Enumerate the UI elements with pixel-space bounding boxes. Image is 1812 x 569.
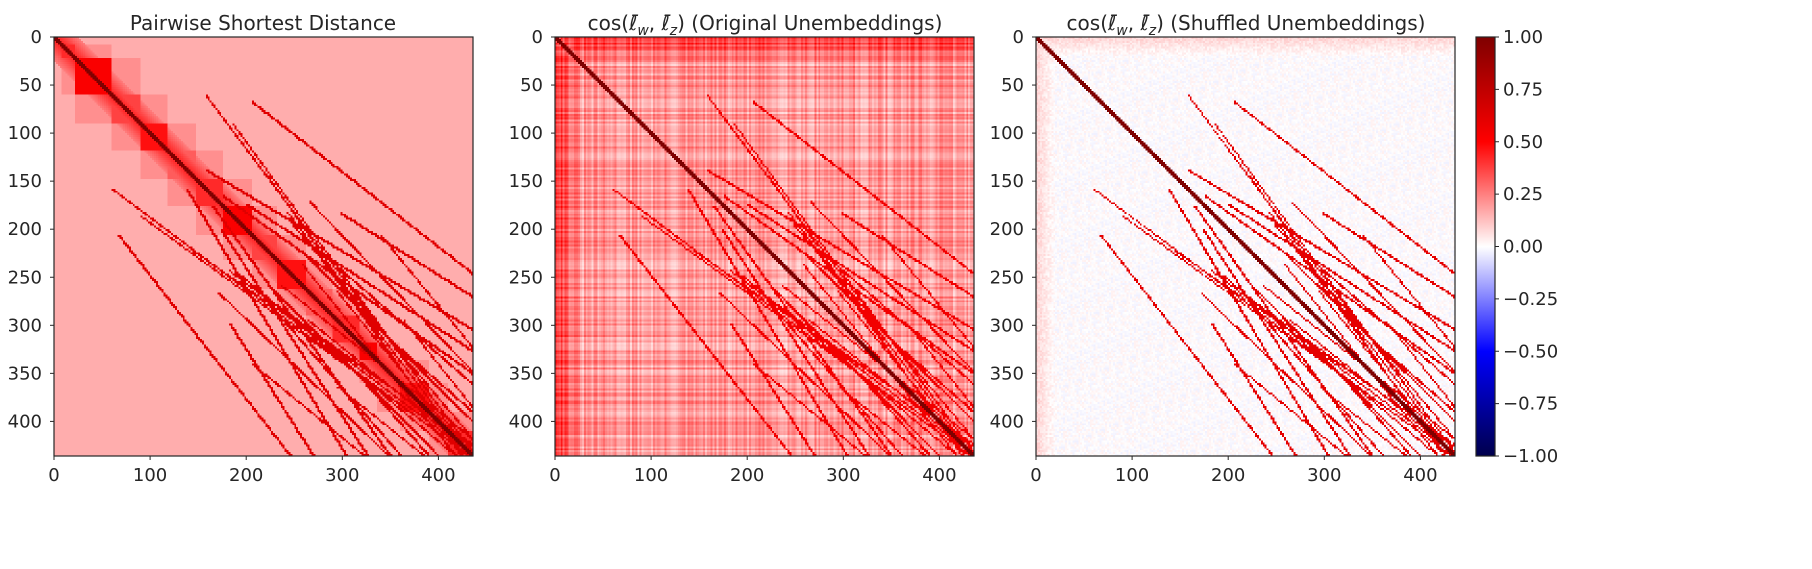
colorbar-tick-label: 0.25 <box>1503 184 1543 205</box>
y-tick-label: 50 <box>520 75 543 96</box>
y-tick-label: 200 <box>8 219 42 240</box>
x-tick-label: 300 <box>1307 465 1341 486</box>
x-tick-label: 0 <box>1030 465 1041 486</box>
axes-frame <box>554 36 975 457</box>
y-tick-label: 250 <box>509 267 543 288</box>
panel-2-title-z-sub: z <box>669 23 678 39</box>
y-tick-label: 100 <box>8 123 42 144</box>
panel-2-title-z: ℓ̄ <box>661 11 671 35</box>
y-tick-label: 300 <box>509 315 543 336</box>
y-tick-label: 150 <box>990 171 1024 192</box>
y-tick-label: 300 <box>8 315 42 336</box>
heatmap-cells <box>1036 37 1455 456</box>
y-tick-label: 50 <box>19 75 42 96</box>
y-tick-label: 50 <box>1001 75 1024 96</box>
x-tick-label: 0 <box>48 465 59 486</box>
y-tick-label: 350 <box>8 363 42 384</box>
y-tick-label: 100 <box>990 123 1024 144</box>
colorbar-gradient <box>1476 37 1495 456</box>
panel-2-title-sep: , <box>649 11 662 35</box>
y-tick-label: 0 <box>31 27 42 48</box>
x-tick-label: 200 <box>730 465 764 486</box>
y-tick-label: 250 <box>990 267 1024 288</box>
axes-frame <box>1035 36 1456 457</box>
x-tick-label: 200 <box>1211 465 1245 486</box>
x-tick-label: 200 <box>229 465 263 486</box>
panel-3-title: cos(ℓ̄w, ℓ̄z) (Shuffled Unembeddings) <box>1067 11 1426 39</box>
x-tick-label: 100 <box>133 465 167 486</box>
y-tick-label: 150 <box>8 171 42 192</box>
x-tick-label: 400 <box>1403 465 1437 486</box>
x-tick-label: 100 <box>634 465 668 486</box>
y-tick-label: 150 <box>509 171 543 192</box>
colorbar-tick-label: −0.75 <box>1503 394 1558 415</box>
colorbar-tick-label: 0.00 <box>1503 237 1543 258</box>
panel-3-title-w-sub: w <box>1116 23 1128 39</box>
panel-3-title-prefix: cos( <box>1067 11 1108 35</box>
y-tick-label: 100 <box>509 123 543 144</box>
x-tick-label: 400 <box>922 465 956 486</box>
y-tick-label: 350 <box>509 363 543 384</box>
x-tick-label: 0 <box>549 465 560 486</box>
heatmap-panel-pairwise-distance: 0 100 200 300 400 0 50 100 150 200 250 300 350 400 <box>8 27 474 486</box>
x-tick-label: 100 <box>1115 465 1149 486</box>
panel-3-title-z-sub: z <box>1148 23 1157 39</box>
x-tick-label: 300 <box>325 465 359 486</box>
panel-2-title-w: ℓ̄ <box>628 11 638 35</box>
colorbar: 1.00 0.75 0.50 0.25 0.00 −0.25 −0.50 −0.75 −1.00 <box>1475 27 1558 467</box>
y-tick-label: 250 <box>8 267 42 288</box>
panel-3-title-z: ℓ̄ <box>1139 11 1149 35</box>
colorbar-tick-label: −1.00 <box>1503 446 1558 467</box>
heatmap-panel-shuffled-unembeddings: 0 100 200 300 400 0 50 100 150 200 250 300 350 400 <box>990 27 1456 486</box>
y-tick-label: 400 <box>990 411 1024 432</box>
heatmap-panel-original-unembeddings: 0 100 200 300 400 0 50 100 150 200 250 300 350 400 <box>509 27 975 486</box>
y-tick-label: 0 <box>1013 27 1024 48</box>
y-tick-label: 400 <box>509 411 543 432</box>
x-tick-label: 400 <box>421 465 455 486</box>
panel-1-title: Pairwise Shortest Distance <box>130 11 396 35</box>
panel-3-title-w: ℓ̄ <box>1107 11 1117 35</box>
panel-3-title-suffix: ) (Shuffled Unembeddings) <box>1156 11 1425 35</box>
panel-2-title-w-sub: w <box>637 23 649 39</box>
panel-3-title-sep: , <box>1128 11 1141 35</box>
colorbar-tick-label: −0.25 <box>1503 289 1558 310</box>
heatmap-cells <box>54 37 473 456</box>
heatmap-cells <box>555 37 974 456</box>
y-tick-label: 400 <box>8 411 42 432</box>
y-tick-label: 0 <box>532 27 543 48</box>
panel-2-title-suffix: ) (Original Unembeddings) <box>677 11 942 35</box>
y-tick-label: 300 <box>990 315 1024 336</box>
y-tick-label: 350 <box>990 363 1024 384</box>
colorbar-tick-label: −0.50 <box>1503 341 1558 362</box>
panel-2-title-prefix: cos( <box>588 11 629 35</box>
axes-frame <box>53 36 474 457</box>
colorbar-tick-label: 0.75 <box>1503 79 1543 100</box>
panel-2-title: cos(ℓ̄w, ℓ̄z) (Original Unembeddings) <box>588 11 943 39</box>
y-tick-label: 200 <box>509 219 543 240</box>
y-tick-label: 200 <box>990 219 1024 240</box>
colorbar-tick-label: 1.00 <box>1503 27 1543 48</box>
x-tick-label: 300 <box>826 465 860 486</box>
colorbar-tick-label: 0.50 <box>1503 132 1543 153</box>
